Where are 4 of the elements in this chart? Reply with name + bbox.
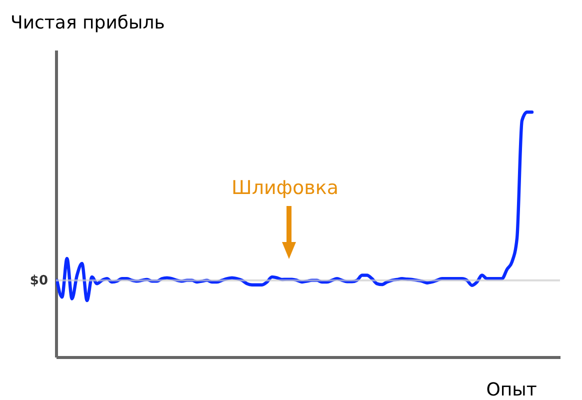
- y-axis-title: Чистая прибыль: [10, 12, 165, 34]
- ref-line-label: $0: [30, 273, 48, 288]
- annotation: Шлифовка: [232, 177, 338, 199]
- x-axis-title: Опыт: [486, 380, 537, 400]
